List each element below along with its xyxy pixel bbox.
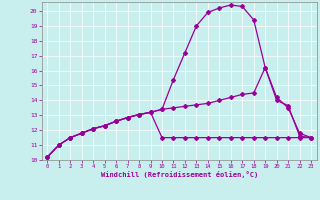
X-axis label: Windchill (Refroidissement éolien,°C): Windchill (Refroidissement éolien,°C) <box>100 171 258 178</box>
